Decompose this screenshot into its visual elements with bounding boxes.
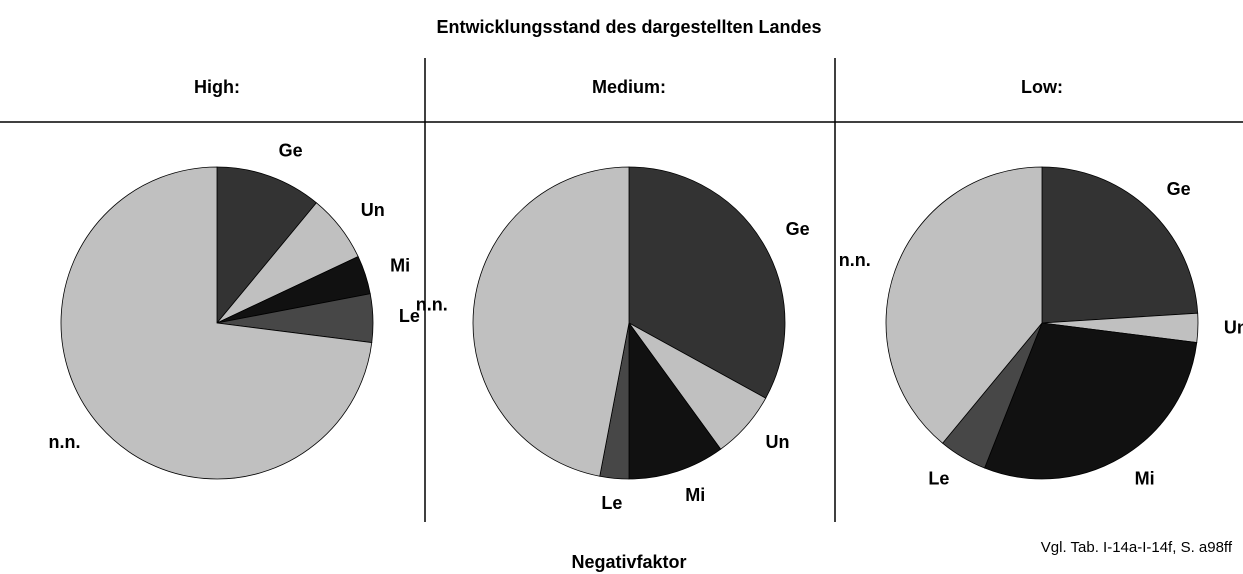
slice-label: n.n. — [416, 295, 448, 315]
pie-title: High: — [194, 77, 240, 97]
slice-label: Mi — [390, 256, 410, 276]
slice-label: Le — [928, 468, 949, 488]
slice-label: Un — [1224, 317, 1243, 337]
pie-slice — [628, 321, 722, 480]
caption: Negativfaktor — [571, 552, 686, 572]
slice-label: Ge — [279, 141, 303, 161]
slice-label: Ge — [1167, 179, 1191, 199]
slice-label: Un — [766, 432, 790, 452]
pie-slice — [472, 166, 630, 477]
slice-label: Le — [399, 306, 420, 326]
chart-title: Entwicklungsstand des dargestellten Land… — [436, 17, 821, 37]
slice-label: Ge — [786, 219, 810, 239]
pie-slice — [1041, 166, 1199, 324]
slice-label: n.n. — [48, 432, 80, 452]
slice-label: n.n. — [839, 250, 871, 270]
pie-slice — [216, 166, 318, 325]
pie-slice — [885, 166, 1043, 444]
slice-label: Un — [361, 200, 385, 220]
slice-label: Mi — [685, 485, 705, 505]
slice-label: Le — [601, 493, 622, 513]
source-note: Vgl. Tab. I-14a-I-14f, S. a98ff — [1041, 539, 1233, 556]
pie-slice — [60, 166, 373, 480]
pie-title: Medium: — [592, 77, 666, 97]
slice-label: Mi — [1135, 468, 1155, 488]
pie-title: Low: — [1021, 77, 1063, 97]
pie-slice — [984, 322, 1198, 480]
pie-slice — [628, 166, 786, 399]
